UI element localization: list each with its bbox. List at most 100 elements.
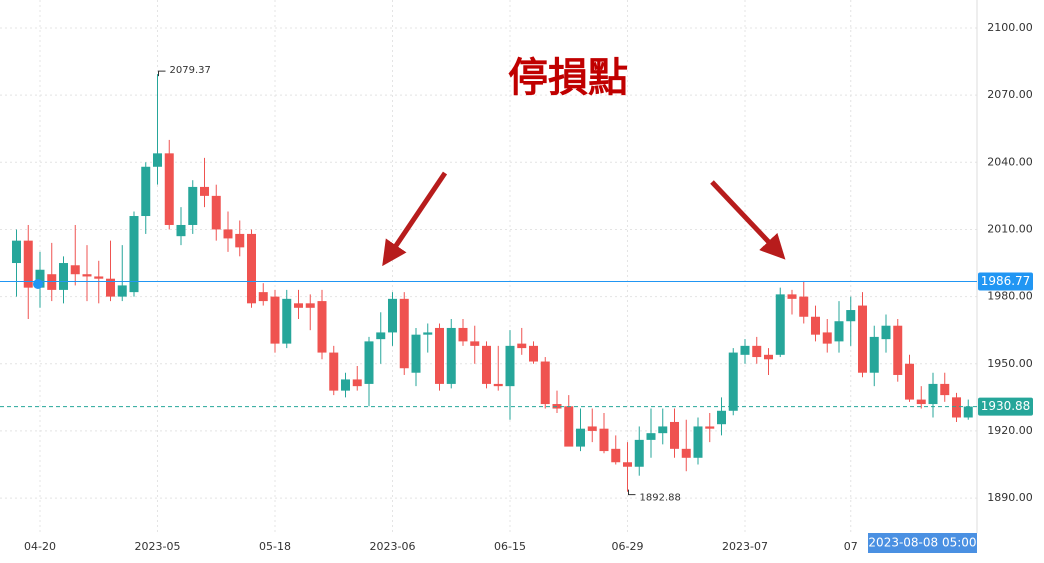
candle-body	[211, 195, 221, 230]
y-tick-label: 1980.00	[987, 290, 1033, 303]
candle-body	[834, 321, 844, 342]
candle-body	[176, 224, 186, 237]
candle-body	[305, 303, 315, 308]
candle-body	[188, 186, 198, 225]
candle-body	[799, 296, 809, 317]
candle-body	[493, 383, 503, 387]
candle-body	[364, 341, 374, 384]
candle-body	[505, 345, 515, 387]
candle-body	[82, 274, 92, 277]
candle-body	[235, 233, 245, 248]
y-tick-label: 2040.00	[987, 155, 1033, 168]
x-tick-label: 06-15	[494, 540, 526, 553]
candle-body	[764, 354, 773, 360]
candle-body	[423, 332, 433, 335]
candle-body	[928, 383, 938, 405]
candle-body	[317, 301, 327, 353]
price-line-tag	[978, 397, 1033, 416]
low-pointer	[628, 489, 636, 496]
x-tick-label: 2023-05	[135, 540, 181, 553]
candle-body	[775, 294, 785, 355]
candle-body	[141, 166, 151, 217]
candle-body	[646, 433, 656, 440]
candle-body	[787, 294, 797, 299]
high-pointer	[158, 70, 166, 77]
candle-body	[599, 428, 609, 452]
candle-body	[576, 428, 585, 447]
candle-body	[681, 448, 691, 458]
arrow	[710, 180, 786, 260]
candle-body	[482, 345, 491, 384]
crosshair-label: 2023-08-08 05:00	[868, 536, 976, 550]
candle-body	[117, 285, 127, 297]
candle-body	[963, 406, 973, 418]
candle-body	[94, 276, 104, 279]
candle-body	[905, 363, 914, 400]
candle-body	[869, 336, 879, 373]
candle-body	[23, 240, 33, 288]
high-label: 2079.37	[170, 65, 211, 76]
candle-body	[893, 325, 903, 375]
candle-body	[70, 265, 80, 275]
x-tick-label: 07	[844, 540, 858, 553]
candle-body	[435, 327, 444, 384]
x-tick-label: 05-18	[259, 540, 291, 553]
price-line-tag	[978, 272, 1033, 291]
crosshair-tag	[868, 533, 977, 553]
x-tick-label: 2023-07	[722, 540, 768, 553]
candle-body	[352, 379, 362, 387]
candle-body	[623, 462, 632, 467]
candle-body	[564, 406, 574, 447]
candle-body	[529, 345, 538, 362]
candle-body	[705, 426, 715, 429]
candle-body	[59, 263, 68, 290]
candle-body	[258, 292, 268, 302]
candle-body	[846, 310, 856, 322]
candle-body	[411, 334, 421, 373]
candle-body	[717, 410, 726, 425]
candle-body	[270, 296, 280, 344]
candle-body	[822, 332, 832, 344]
candle-body	[12, 240, 21, 264]
chart-title: 停損點	[508, 55, 628, 101]
candle-body	[940, 383, 950, 396]
candle-body	[728, 352, 738, 411]
candle-body	[106, 278, 115, 297]
candle-body	[329, 352, 339, 391]
candle-body	[200, 186, 209, 196]
candle-body	[223, 229, 233, 239]
candle-body	[153, 153, 162, 167]
candle-body	[517, 343, 527, 349]
candle-body	[881, 325, 891, 340]
y-tick-label: 1950.00	[987, 357, 1033, 370]
candle-body	[247, 233, 256, 304]
x-tick-label: 06-29	[612, 540, 644, 553]
y-tick-label: 1920.00	[987, 424, 1033, 437]
low-label: 1892.88	[640, 493, 681, 504]
candle-body	[587, 426, 597, 431]
arrow	[382, 171, 448, 267]
candle-body	[399, 298, 409, 369]
price-line-label: 1930.88	[981, 399, 1031, 413]
candle-body	[341, 379, 350, 391]
candle-body	[294, 303, 303, 308]
candle-body	[752, 345, 762, 358]
candle-body	[658, 426, 668, 434]
candle-body	[693, 426, 703, 458]
candle-body	[388, 298, 397, 333]
y-tick-label: 2010.00	[987, 222, 1033, 235]
y-tick-label: 2100.00	[987, 21, 1033, 34]
candle-body	[540, 361, 550, 405]
candle-body	[458, 327, 468, 342]
candle-body	[376, 332, 386, 340]
candle-body	[634, 439, 644, 467]
candle-body	[47, 274, 57, 290]
candle-body	[740, 345, 750, 355]
price-line-label: 1986.77	[981, 274, 1031, 288]
candle-body	[164, 153, 174, 225]
y-tick-label: 2070.00	[987, 88, 1033, 101]
candle-body	[916, 399, 926, 405]
candle-body	[858, 305, 867, 373]
y-tick-label: 1890.00	[987, 491, 1033, 504]
